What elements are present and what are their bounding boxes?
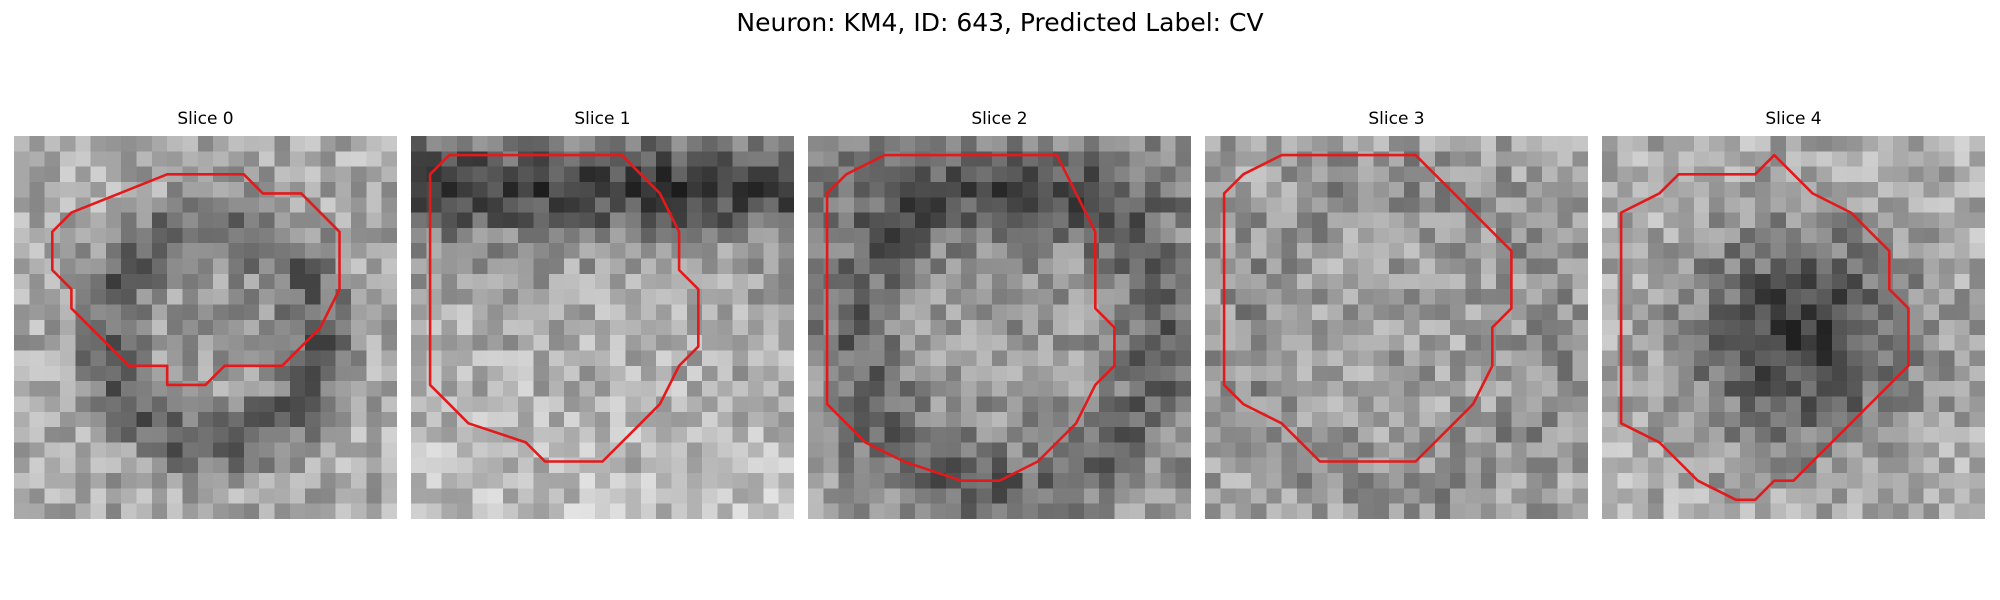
slice-panel-0: Slice 0 bbox=[14, 108, 397, 519]
slice-title-1: Slice 1 bbox=[574, 109, 631, 129]
pixel-grid bbox=[411, 136, 794, 519]
slice-title-3: Slice 3 bbox=[1368, 109, 1425, 129]
segmentation-contour bbox=[428, 153, 700, 463]
slice-panel-2: Slice 2 bbox=[808, 108, 1191, 519]
pixel-grid bbox=[14, 136, 397, 519]
slice-image-4 bbox=[1602, 136, 1985, 519]
slice-title-2: Slice 2 bbox=[971, 109, 1028, 129]
segmentation-contour bbox=[50, 172, 341, 387]
pixel-grid bbox=[1205, 136, 1588, 519]
figure-title: Neuron: KM4, ID: 643, Predicted Label: C… bbox=[736, 8, 1264, 37]
slice-image-1 bbox=[411, 136, 794, 519]
slice-image-2 bbox=[808, 136, 1191, 519]
slice-panel-4: Slice 4 bbox=[1602, 108, 1985, 519]
slice-title-0: Slice 0 bbox=[177, 109, 234, 129]
segmentation-contour bbox=[825, 153, 1116, 483]
pixel-grid bbox=[1602, 136, 1985, 519]
slice-panel-1: Slice 1 bbox=[411, 108, 794, 519]
slice-title-4: Slice 4 bbox=[1765, 109, 1822, 129]
slice-panel-3: Slice 3 bbox=[1205, 108, 1588, 519]
slice-image-3 bbox=[1205, 136, 1588, 519]
segmentation-contour bbox=[1619, 153, 1910, 502]
slice-image-0 bbox=[14, 136, 397, 519]
pixel-grid bbox=[808, 136, 1191, 519]
segmentation-contour bbox=[1222, 153, 1513, 463]
